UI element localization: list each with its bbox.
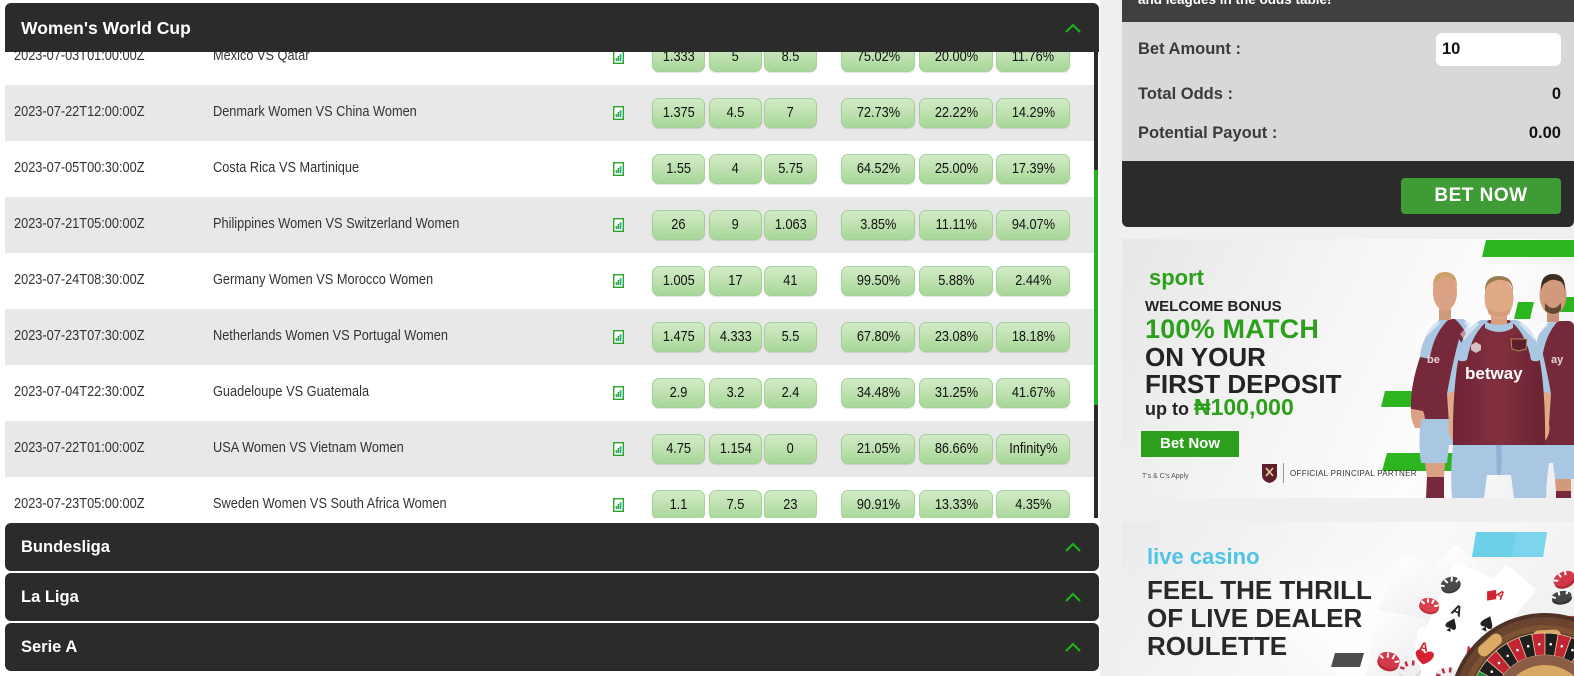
svg-text:betway: betway [1465,364,1523,383]
svg-text:be: be [1427,354,1440,366]
svg-text:ay: ay [1551,354,1564,366]
